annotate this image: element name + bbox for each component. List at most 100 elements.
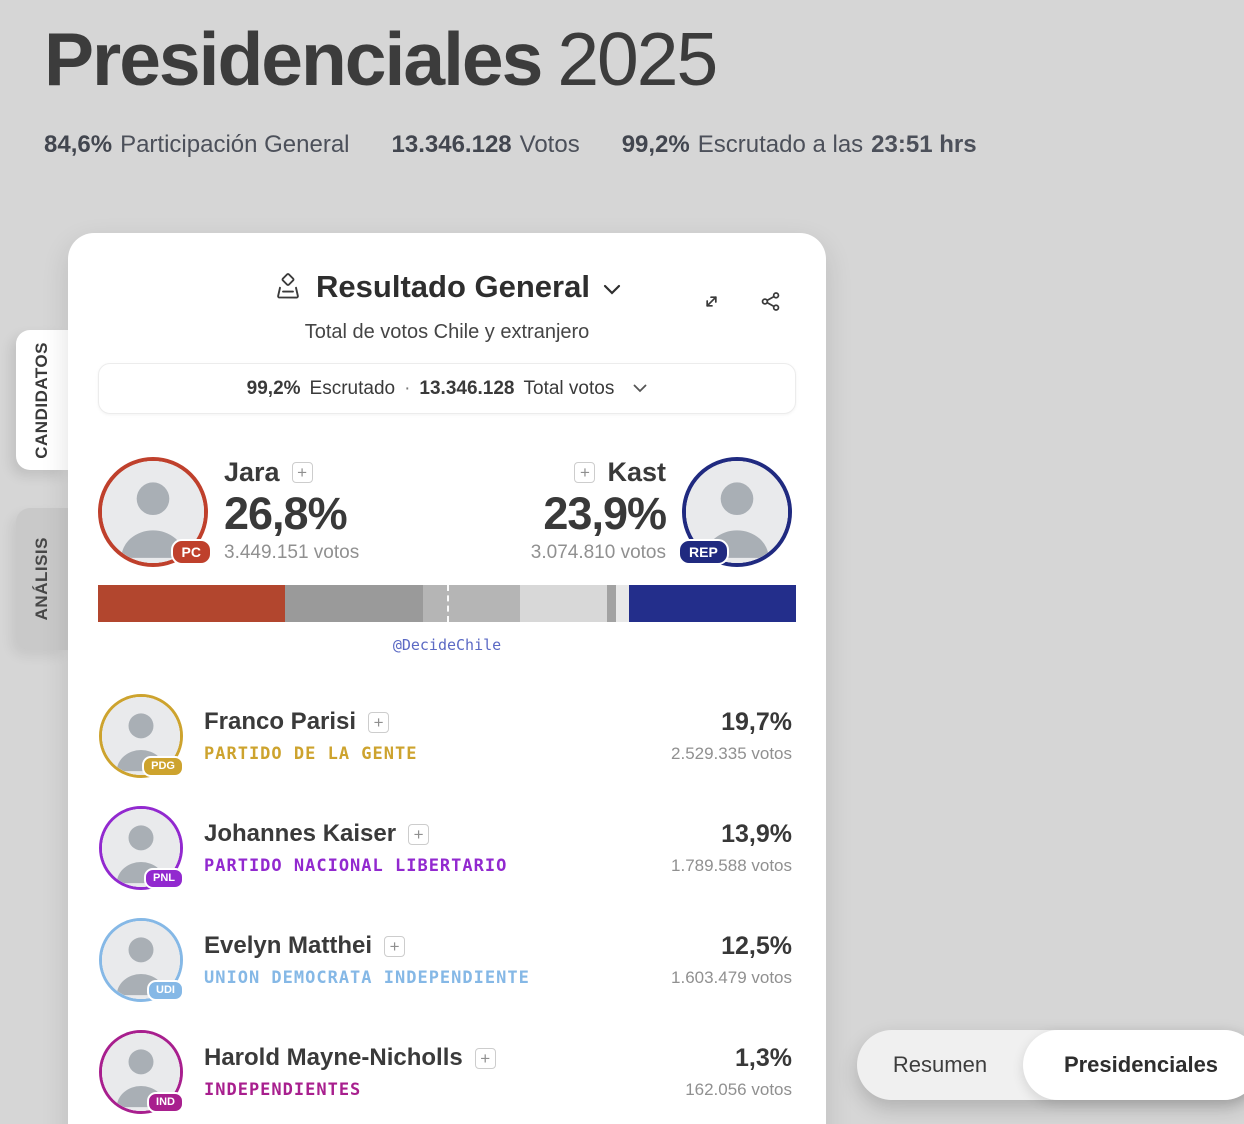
candidate-info: Evelyn Matthei UNION DEMOCRATA INDEPENDI…	[204, 932, 530, 988]
avatar: PNL	[99, 806, 184, 890]
candidate-row-matthei: UDI Evelyn Matthei UNION DEMOCRATA INDEP…	[68, 904, 826, 1016]
bar-segment-parisi	[285, 585, 423, 622]
chevron-down-icon	[623, 384, 647, 393]
candidate-percent: 26,8%	[224, 488, 348, 539]
candidate-votes: 1.789.588 votos	[671, 856, 792, 875]
view-switcher-resumen[interactable]: Resumen	[857, 1052, 1023, 1078]
sidebar-tab-analisis[interactable]: ANÁLISIS	[16, 508, 68, 650]
candidate-percent: 12,5%	[721, 932, 792, 960]
candidate-name: Kast	[607, 457, 666, 487]
share-button[interactable]	[759, 290, 782, 313]
avatar: UDI	[99, 918, 184, 1002]
candidate-row-mayne-nicholls: IND Harold Mayne-Nicholls INDEPENDIENTES…	[68, 1016, 826, 1124]
candidate-info: Johannes Kaiser PARTIDO NACIONAL LIBERTA…	[204, 820, 507, 876]
bar-segment-kaiser	[422, 585, 520, 622]
leader-info: Jara 26,8% 3.449.151 votos	[224, 457, 359, 567]
party-badge: UDI	[147, 980, 184, 1001]
candidate-percent: 13,9%	[721, 820, 792, 848]
page-title: Presidenciales 2025	[44, 16, 718, 102]
results-card: Resultado General To	[68, 233, 826, 1124]
view-switcher-presidenciales[interactable]: Presidenciales	[1023, 1030, 1244, 1100]
leader-jara: PC Jara 26,8% 3.449.151 votos	[98, 457, 359, 567]
card-actions	[700, 290, 782, 313]
party-name: INDEPENDIENTES	[204, 1080, 362, 1100]
party-badge: PNL	[144, 868, 184, 889]
expand-candidate-icon[interactable]	[574, 462, 596, 483]
candidate-percent: 23,9%	[543, 488, 667, 539]
status-separator: ·	[404, 377, 411, 399]
candidate-votes: 2.529.335 votos	[671, 744, 792, 763]
party-badge: PDG	[142, 756, 184, 777]
candidate-result: 1,3% 162.056 votos	[685, 1044, 792, 1100]
sidebar-tab-analisis-label: ANÁLISIS	[32, 537, 51, 621]
card-title: Resultado General	[316, 269, 590, 304]
candidate-votes: 162.056 votos	[685, 1080, 792, 1099]
candidate-result: 13,9% 1.789.588 votos	[671, 820, 792, 876]
expand-candidate-icon[interactable]	[368, 711, 390, 733]
candidate-result: 19,7% 2.529.335 votos	[671, 708, 792, 764]
page-title-main: Presidenciales	[44, 17, 543, 101]
avatar: REP	[678, 457, 792, 567]
candidate-result: 12,5% 1.603.479 votos	[671, 932, 792, 988]
page-title-year: 2025	[557, 17, 718, 101]
status-total: 13.346.128	[419, 377, 515, 399]
stat-participation: 84,6% Participación General	[44, 131, 350, 158]
candidate-votes: 3.074.810 votos	[530, 542, 666, 564]
candidate-percent: 19,7%	[721, 708, 792, 736]
leaders-section: PC Jara 26,8% 3.449.151 votos REP	[98, 457, 796, 572]
card-subtitle: Total de votos Chile y extranjero	[304, 321, 590, 343]
bar-segment-matthei	[519, 585, 607, 622]
candidate-info: Franco Parisi PARTIDO DE LA GENTE	[204, 708, 417, 764]
share-icon	[759, 290, 782, 313]
results-bar	[98, 585, 796, 622]
candidate-name: Franco Parisi	[204, 708, 357, 735]
avatar: PC	[98, 457, 212, 567]
bar-segment-kast	[629, 585, 796, 622]
party-badge: IND	[147, 1092, 184, 1113]
status-total-label: Total votos	[523, 377, 615, 399]
party-badge: REP	[678, 539, 729, 565]
credit-handle: @DecideChile	[392, 636, 502, 654]
chevron-down-icon[interactable]	[603, 284, 621, 295]
candidate-photo	[102, 461, 204, 563]
candidate-info: Harold Mayne-Nicholls INDEPENDIENTES	[204, 1044, 496, 1100]
expand-candidate-icon[interactable]	[474, 1047, 496, 1069]
party-name: PARTIDO DE LA GENTE	[204, 744, 418, 764]
avatar: IND	[99, 1030, 184, 1114]
party-badge: PC	[170, 539, 212, 565]
stat-counted: 99,2% Escrutado a las 23:51 hrs	[621, 131, 977, 158]
view-switcher: Resumen Presidenciales	[857, 1030, 1244, 1100]
avatar: PDG	[99, 694, 184, 778]
candidate-name: Evelyn Matthei	[204, 932, 373, 959]
page-stats: 84,6% Participación General 13.346.128 Vot…	[44, 131, 977, 159]
candidate-name: Harold Mayne-Nicholls	[204, 1044, 463, 1071]
candidate-percent: 1,3%	[735, 1044, 792, 1072]
leader-info: Kast 23,9% 3.074.810 votos	[530, 457, 667, 567]
status-pct-label: Escrutado	[309, 377, 396, 399]
ballot-box-icon	[273, 272, 303, 302]
candidate-votes: 3.449.151 votos	[224, 542, 360, 564]
candidate-row-parisi: PDG Franco Parisi PARTIDO DE LA GENTE 19…	[68, 680, 826, 792]
candidate-name: Johannes Kaiser	[204, 820, 397, 847]
expand-candidate-icon[interactable]	[291, 462, 313, 483]
candidate-row-kaiser: PNL Johannes Kaiser PARTIDO NACIONAL LIB…	[68, 792, 826, 904]
expand-icon	[700, 290, 723, 313]
fifty-percent-marker	[447, 585, 449, 622]
expand-candidate-icon[interactable]	[384, 935, 406, 957]
party-name: UNION DEMOCRATA INDEPENDIENTE	[204, 968, 530, 988]
bar-segment-jara	[98, 585, 286, 622]
card-header[interactable]: Resultado General	[68, 233, 826, 311]
candidate-name: Jara	[224, 457, 280, 487]
expand-candidate-icon[interactable]	[408, 823, 430, 845]
candidate-votes: 1.603.479 votos	[671, 968, 792, 987]
bar-segment-mayne-nicholls	[606, 585, 616, 622]
expand-button[interactable]	[700, 290, 723, 313]
candidate-list: PDG Franco Parisi PARTIDO DE LA GENTE 19…	[68, 680, 826, 1124]
party-name: PARTIDO NACIONAL LIBERTARIO	[204, 856, 508, 876]
sidebar-tab-candidatos[interactable]: CANDIDATOS	[16, 330, 68, 470]
status-pct: 99,2%	[246, 377, 301, 399]
status-dropdown[interactable]: 99,2% Escrutado · 13.346.128 Total votos	[98, 363, 796, 414]
bar-segment-otros	[615, 585, 630, 622]
sidebar-tab-candidatos-label: CANDIDATOS	[32, 341, 51, 459]
stat-votes: 13.346.128 Votos	[391, 131, 580, 158]
